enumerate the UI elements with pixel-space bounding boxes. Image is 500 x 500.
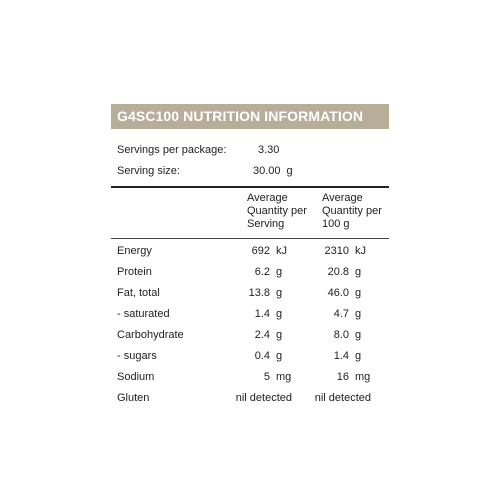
- per-serving-unit: g: [276, 266, 283, 278]
- per-serving-value: 5: [263, 371, 270, 383]
- nutrient-label: - sugars: [117, 350, 157, 362]
- per-100g-cell: 4.7 g: [334, 304, 371, 325]
- per-serving-value: 6.2: [254, 266, 270, 278]
- per-serving-cell: 692 kJ: [252, 241, 292, 262]
- per-serving-value: 2.4: [254, 329, 270, 341]
- per-100g-unit: g: [355, 308, 362, 320]
- column-header-per-100g: Average Quantity per 100 g: [322, 192, 382, 230]
- per-100g-unit: kJ: [355, 245, 366, 257]
- per-serving-value: 13.8: [248, 287, 270, 299]
- nutrient-label: Carbohydrate: [117, 329, 184, 341]
- table-row: Energy 692 kJ 2310 kJ: [117, 241, 389, 262]
- per-serving-unit: g: [276, 308, 283, 320]
- per-serving-cell: nil detected: [236, 388, 292, 409]
- serving-size-value: 30.00 g: [253, 161, 293, 182]
- nutrient-label: - saturated: [117, 308, 170, 320]
- per-100g-value: 16: [336, 371, 349, 383]
- per-100g-unit: g: [355, 350, 362, 362]
- panel-title: G4SC100 NUTRITION INFORMATION: [111, 104, 389, 129]
- per-serving-cell: 1.4 g: [255, 304, 292, 325]
- table-row: - sugars 0.4 g 1.4 g: [117, 346, 389, 367]
- per-serving-value: 692: [251, 245, 270, 257]
- nutrient-label: Energy: [117, 245, 152, 257]
- per-100g-value: 1.4: [333, 350, 349, 362]
- per-100g-cell: 20.8 g: [328, 262, 371, 283]
- table-row: - saturated 1.4 g 4.7 g: [117, 304, 389, 325]
- serving-size-number: 30.00: [253, 165, 281, 177]
- per-100g-value: 2310: [324, 245, 349, 257]
- header-rule: [111, 186, 389, 188]
- per-100g-cell: 2310 kJ: [325, 241, 371, 262]
- per-100g-unit: g: [355, 287, 362, 299]
- per-100g-cell: 46.0 g: [328, 283, 371, 304]
- serving-size-row: Serving size: 30.00 g: [117, 161, 389, 182]
- per-100g-unit: g: [355, 266, 362, 278]
- per-serving-unit: g: [276, 350, 283, 362]
- column-header-per-serving: Average Quantity per Serving: [247, 192, 307, 230]
- per-serving-unit: g: [276, 329, 283, 341]
- per-100g-value: 4.7: [333, 308, 349, 320]
- per-100g-cell: nil detected: [315, 388, 371, 409]
- per-100g-value: nil detected: [314, 392, 371, 404]
- nutrient-label: Protein: [117, 266, 152, 278]
- per-serving-cell: 5 mg: [264, 367, 292, 388]
- per-serving-unit: g: [276, 287, 283, 299]
- per-serving-cell: 6.2 g: [255, 262, 292, 283]
- servings-per-package-label: Servings per package:: [117, 144, 227, 156]
- per-serving-unit: kJ: [276, 245, 287, 257]
- per-serving-unit: mg: [276, 371, 292, 383]
- per-100g-cell: 16 mg: [337, 367, 371, 388]
- per-serving-cell: 2.4 g: [255, 325, 292, 346]
- per-100g-value: 20.8: [327, 266, 349, 278]
- per-100g-unit: mg: [355, 371, 371, 383]
- table-row: Fat, total 13.8 g 46.0 g: [117, 283, 389, 304]
- serving-info: Servings per package: 3.30 Serving size:…: [111, 129, 389, 182]
- nutrient-label: Gluten: [117, 392, 150, 404]
- per-100g-cell: 1.4 g: [334, 346, 371, 367]
- per-100g-unit: g: [355, 329, 362, 341]
- table-row: Sodium 5 mg 16 mg: [117, 367, 389, 388]
- nutrition-panel: G4SC100 NUTRITION INFORMATION Servings p…: [111, 104, 389, 409]
- table-row: Carbohydrate 2.4 g 8.0 g: [117, 325, 389, 346]
- per-serving-value: 1.4: [254, 308, 270, 320]
- servings-per-package-row: Servings per package: 3.30: [117, 140, 389, 161]
- nutrient-label: Sodium: [117, 371, 155, 383]
- table-row: Protein 6.2 g 20.8 g: [117, 262, 389, 283]
- per-100g-value: 46.0: [327, 287, 349, 299]
- column-rule: [111, 238, 389, 239]
- nutrient-label: Fat, total: [117, 287, 160, 299]
- per-100g-value: 8.0: [333, 329, 349, 341]
- serving-size-unit: g: [286, 165, 293, 177]
- per-serving-value: 0.4: [254, 350, 270, 362]
- per-serving-value: nil detected: [235, 392, 292, 404]
- servings-per-package-value: 3.30: [258, 144, 280, 156]
- table-row: Gluten nil detected nil detected: [117, 388, 389, 409]
- per-100g-cell: 8.0 g: [334, 325, 371, 346]
- serving-size-label: Serving size:: [117, 165, 180, 177]
- per-serving-cell: 13.8 g: [249, 283, 292, 304]
- nutrient-rows: Energy 692 kJ 2310 kJ Protein 6.2 g 20.8 g Fat, to…: [111, 239, 389, 409]
- per-serving-cell: 0.4 g: [255, 346, 292, 367]
- column-headers: Average Quantity per Serving Average Qua…: [111, 188, 389, 238]
